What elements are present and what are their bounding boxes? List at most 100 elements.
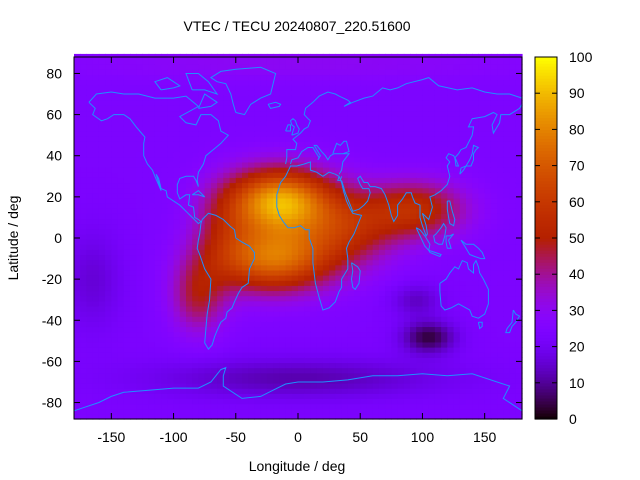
heatmap-cell xyxy=(74,305,81,312)
heatmap-cell xyxy=(117,223,125,230)
heatmap-cell xyxy=(266,64,274,70)
heatmap-cell xyxy=(248,228,256,235)
heatmap-cell xyxy=(304,146,312,153)
heatmap-cell xyxy=(92,290,100,297)
heatmap-cell xyxy=(173,377,181,384)
heatmap-cell xyxy=(80,156,88,163)
heatmap-cell xyxy=(198,208,206,214)
heatmap-cell xyxy=(428,95,436,101)
heatmap-cell xyxy=(242,341,249,348)
heatmap-cell xyxy=(397,146,405,153)
heatmap-cell xyxy=(329,326,336,333)
heatmap-cell xyxy=(335,326,343,333)
heatmap-cell xyxy=(428,285,436,292)
heatmap-cell xyxy=(148,352,156,358)
heatmap-cell xyxy=(503,311,511,317)
heatmap-cell xyxy=(167,362,175,369)
heatmap-cell xyxy=(273,79,280,86)
heatmap-cell xyxy=(130,244,137,250)
heatmap-cell xyxy=(503,136,511,142)
heatmap-cell xyxy=(366,249,374,256)
heatmap-cell xyxy=(490,295,498,302)
heatmap-cell xyxy=(198,100,206,106)
heatmap-cell xyxy=(354,115,361,122)
heatmap-cell xyxy=(428,403,436,410)
heatmap-cell xyxy=(186,208,193,214)
heatmap-cell xyxy=(223,161,231,168)
heatmap-cell xyxy=(98,336,106,343)
heatmap-cell xyxy=(329,413,336,420)
heatmap-cell xyxy=(210,326,218,333)
heatmap-cell xyxy=(428,156,436,163)
heatmap-cell xyxy=(441,280,448,286)
heatmap-cell xyxy=(279,357,287,364)
heatmap-cell xyxy=(329,321,336,328)
heatmap-cell xyxy=(410,239,417,245)
heatmap-cell xyxy=(403,203,411,209)
heatmap-cell xyxy=(210,233,218,240)
heatmap-cell xyxy=(98,197,106,204)
heatmap-cell xyxy=(434,197,442,204)
heatmap-cell xyxy=(360,413,368,420)
heatmap-cell xyxy=(490,300,498,307)
heatmap-cell xyxy=(372,280,380,286)
heatmap-cell xyxy=(472,110,480,117)
heatmap-cell xyxy=(273,146,280,153)
heatmap-cell xyxy=(86,151,94,158)
heatmap-cell xyxy=(186,228,193,235)
heatmap-cell xyxy=(441,249,448,256)
heatmap-cell xyxy=(235,300,243,307)
heatmap-cell xyxy=(354,218,361,225)
heatmap-cell xyxy=(291,331,299,338)
heatmap-cell xyxy=(279,172,287,178)
heatmap-cell xyxy=(472,136,480,142)
heatmap-cell xyxy=(354,213,361,220)
heatmap-cell xyxy=(441,383,448,389)
heatmap-cell xyxy=(298,131,305,137)
heatmap-cell xyxy=(80,264,88,271)
heatmap-cell xyxy=(503,156,511,163)
heatmap-cell xyxy=(472,398,480,405)
heatmap-cell xyxy=(92,167,100,173)
heatmap-cell xyxy=(372,182,380,189)
heatmap-cell xyxy=(223,146,231,153)
heatmap-cell xyxy=(98,187,106,194)
heatmap-cell xyxy=(466,239,473,245)
heatmap-cell xyxy=(410,254,417,261)
heatmap-cell xyxy=(372,383,380,389)
heatmap-cell xyxy=(173,352,181,358)
heatmap-cell xyxy=(142,388,150,394)
heatmap-cell xyxy=(266,192,274,199)
heatmap-cell xyxy=(472,244,480,250)
heatmap-cell xyxy=(186,326,193,333)
heatmap-cell xyxy=(329,161,336,168)
heatmap-cell xyxy=(447,259,455,266)
heatmap-cell xyxy=(173,156,181,163)
heatmap-cell xyxy=(86,167,94,173)
heatmap-cell xyxy=(217,280,224,286)
heatmap-cell xyxy=(92,249,100,256)
heatmap-cell xyxy=(260,290,268,297)
heatmap-cell xyxy=(366,59,374,65)
heatmap-cell xyxy=(148,377,156,384)
heatmap-cell xyxy=(217,120,224,127)
heatmap-cell xyxy=(74,136,81,142)
heatmap-cell xyxy=(484,383,492,389)
heatmap-cell xyxy=(291,79,299,86)
heatmap-cell xyxy=(136,197,144,204)
heatmap-cell xyxy=(434,352,442,358)
heatmap-cell xyxy=(441,95,448,101)
heatmap-cell xyxy=(254,187,262,194)
heatmap-cell xyxy=(335,182,343,189)
heatmap-cell xyxy=(490,79,498,86)
heatmap-cell xyxy=(148,131,156,137)
heatmap-cell xyxy=(154,275,162,281)
heatmap-cell xyxy=(304,203,312,209)
heatmap-cell xyxy=(210,408,218,415)
heatmap-cell xyxy=(136,203,144,209)
heatmap-cell xyxy=(360,192,368,199)
heatmap-cell xyxy=(298,413,305,420)
heatmap-cell xyxy=(428,59,436,65)
heatmap-cell xyxy=(117,64,125,70)
heatmap-cell xyxy=(198,156,206,163)
